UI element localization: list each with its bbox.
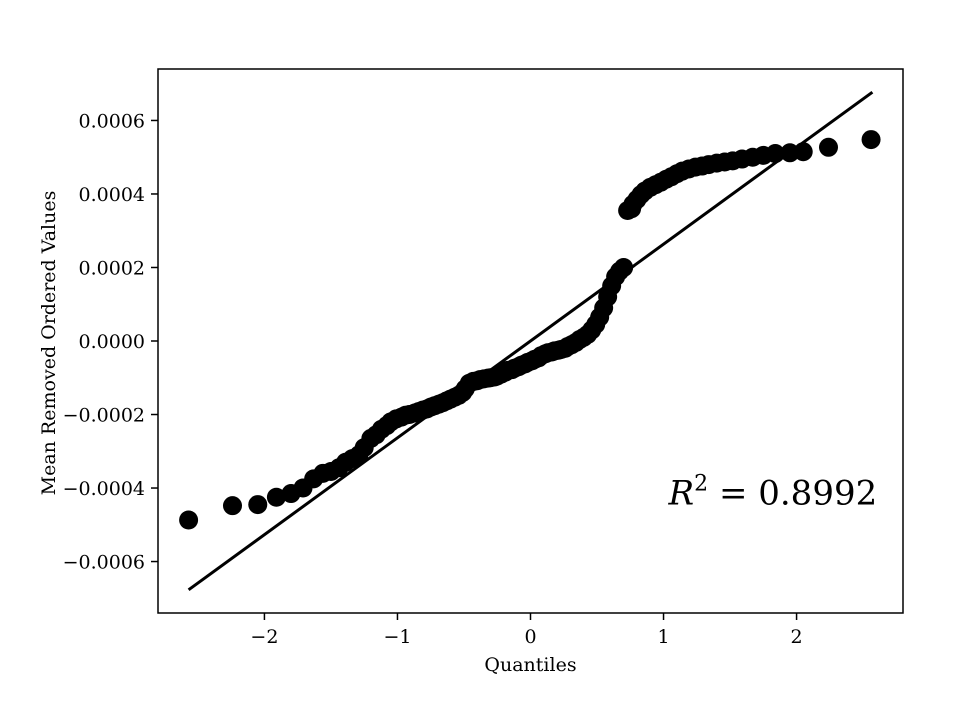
r-superscript: 2: [694, 472, 708, 497]
y-tick-label: −0.0006: [63, 552, 145, 574]
plot-area: [179, 90, 881, 592]
r-squared-value: = 0.8992: [708, 474, 877, 514]
y-tick-label: 0.0006: [79, 110, 145, 132]
x-axis-label: Quantiles: [484, 654, 576, 676]
r-squared-annotation: R2 = 0.8992: [668, 472, 878, 514]
x-tick-label: −2: [250, 626, 278, 648]
y-tick-label: 0.0004: [79, 184, 145, 206]
data-point: [179, 510, 199, 530]
r-symbol: R: [668, 474, 695, 514]
ticks: −2 −1 0 1 2 −0.0006 −0.0004 −0.0002 0.0000 0.0002…: [63, 110, 803, 648]
x-tick-label: −1: [383, 626, 411, 648]
data-point: [248, 495, 268, 515]
data-point: [861, 130, 881, 150]
y-tick-label: −0.0002: [63, 405, 145, 427]
x-tick-label: 0: [524, 626, 536, 648]
x-tick-label: 2: [791, 626, 803, 648]
data-point: [819, 137, 838, 157]
fit-line: [187, 90, 874, 592]
data-points-layer: [179, 130, 881, 530]
data-point: [614, 257, 634, 277]
fit-line-layer: [187, 90, 874, 592]
y-axis-label: Mean Removed Ordered Values: [38, 191, 60, 496]
data-point: [223, 496, 242, 516]
data-point: [793, 142, 813, 162]
y-tick-label: 0.0000: [79, 331, 145, 353]
data-point: [266, 487, 286, 507]
y-tick-label: −0.0004: [63, 478, 145, 500]
x-tick-label: 1: [657, 626, 669, 648]
y-tick-label: 0.0002: [79, 257, 145, 279]
